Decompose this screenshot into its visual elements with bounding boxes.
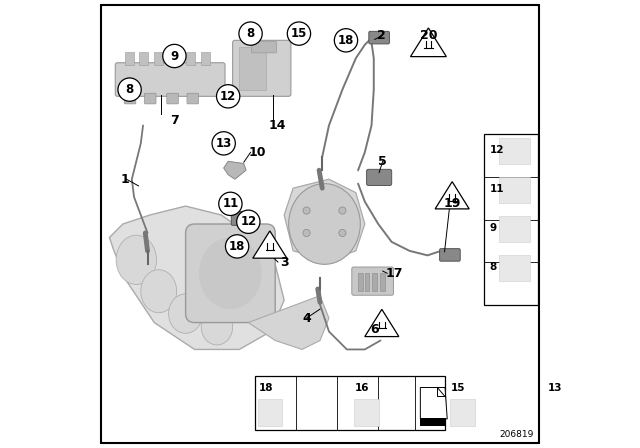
Text: 18: 18 — [338, 34, 354, 47]
Text: 1: 1 — [121, 172, 129, 186]
Text: 6: 6 — [371, 323, 379, 336]
Text: 12: 12 — [240, 215, 257, 228]
FancyBboxPatch shape — [231, 211, 251, 225]
Polygon shape — [248, 296, 329, 349]
Text: 7: 7 — [170, 114, 179, 128]
Text: 9: 9 — [490, 223, 497, 233]
Text: 18: 18 — [229, 240, 245, 253]
Polygon shape — [435, 181, 469, 209]
FancyBboxPatch shape — [451, 399, 475, 426]
Text: 13: 13 — [548, 383, 562, 393]
Text: 4: 4 — [302, 311, 311, 325]
Circle shape — [237, 210, 260, 233]
Circle shape — [219, 192, 242, 215]
FancyBboxPatch shape — [145, 93, 156, 104]
Text: 15: 15 — [291, 27, 307, 40]
FancyBboxPatch shape — [124, 93, 136, 104]
Ellipse shape — [201, 309, 233, 345]
Bar — [365, 273, 369, 291]
Text: 5: 5 — [378, 155, 387, 168]
Polygon shape — [223, 161, 246, 179]
Circle shape — [239, 22, 262, 45]
Circle shape — [225, 235, 249, 258]
FancyBboxPatch shape — [499, 138, 530, 164]
Circle shape — [303, 229, 310, 237]
Bar — [138, 52, 147, 65]
FancyBboxPatch shape — [484, 134, 538, 305]
Bar — [125, 52, 134, 65]
Polygon shape — [253, 231, 287, 258]
FancyBboxPatch shape — [255, 376, 445, 430]
Text: 18: 18 — [259, 383, 273, 393]
Polygon shape — [109, 206, 284, 349]
Polygon shape — [410, 28, 446, 56]
Text: 2: 2 — [378, 29, 386, 43]
Polygon shape — [284, 179, 365, 260]
FancyBboxPatch shape — [239, 47, 266, 90]
Text: 15: 15 — [451, 383, 466, 393]
FancyBboxPatch shape — [252, 41, 276, 53]
Circle shape — [118, 78, 141, 101]
Text: 11: 11 — [222, 197, 239, 211]
FancyBboxPatch shape — [354, 399, 379, 426]
Bar — [170, 52, 179, 65]
Circle shape — [334, 29, 358, 52]
Text: 3: 3 — [280, 255, 289, 269]
Circle shape — [212, 132, 236, 155]
FancyBboxPatch shape — [352, 267, 394, 295]
FancyBboxPatch shape — [499, 216, 530, 242]
Bar — [420, 418, 446, 426]
Bar — [372, 273, 377, 291]
Bar — [358, 273, 362, 291]
Circle shape — [287, 22, 310, 45]
Circle shape — [163, 44, 186, 68]
Text: 16: 16 — [355, 383, 369, 393]
Ellipse shape — [116, 235, 156, 284]
Text: 206819: 206819 — [500, 430, 534, 439]
Polygon shape — [420, 388, 447, 419]
Circle shape — [216, 85, 240, 108]
FancyBboxPatch shape — [367, 169, 392, 185]
Bar — [154, 52, 163, 65]
Text: 12: 12 — [490, 145, 504, 155]
FancyBboxPatch shape — [369, 31, 389, 44]
Ellipse shape — [199, 237, 262, 309]
FancyBboxPatch shape — [258, 399, 282, 426]
Text: 8: 8 — [246, 27, 255, 40]
Text: 8: 8 — [125, 83, 134, 96]
Text: 20: 20 — [420, 29, 437, 43]
Text: 17: 17 — [385, 267, 403, 280]
Text: 10: 10 — [248, 146, 266, 159]
FancyBboxPatch shape — [499, 177, 530, 203]
FancyBboxPatch shape — [440, 249, 460, 261]
FancyBboxPatch shape — [115, 63, 225, 96]
Ellipse shape — [168, 294, 203, 333]
Circle shape — [303, 207, 310, 214]
Ellipse shape — [289, 184, 360, 264]
Text: 11: 11 — [490, 184, 504, 194]
Bar — [186, 52, 195, 65]
Bar — [380, 273, 385, 291]
Text: 9: 9 — [170, 49, 179, 63]
FancyBboxPatch shape — [547, 399, 572, 426]
Bar — [201, 52, 210, 65]
FancyBboxPatch shape — [167, 93, 179, 104]
FancyBboxPatch shape — [232, 40, 291, 96]
Circle shape — [339, 207, 346, 214]
Text: 14: 14 — [269, 119, 286, 132]
Polygon shape — [365, 309, 399, 336]
Ellipse shape — [141, 270, 177, 313]
Text: 8: 8 — [490, 262, 497, 272]
Text: 19: 19 — [444, 197, 461, 211]
FancyBboxPatch shape — [499, 255, 530, 281]
Text: 12: 12 — [220, 90, 236, 103]
FancyBboxPatch shape — [186, 224, 275, 323]
Text: 13: 13 — [216, 137, 232, 150]
Circle shape — [339, 229, 346, 237]
FancyBboxPatch shape — [187, 93, 198, 104]
